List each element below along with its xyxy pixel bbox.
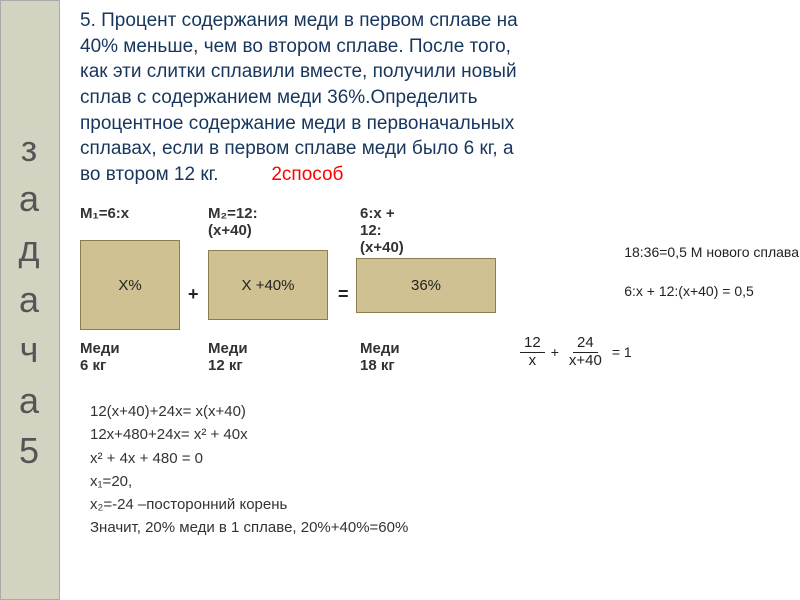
problem-number: 5. [80,10,96,31]
box-2: Х +40% [208,250,328,320]
sol-6: Значит, 20% меди в 1 сплаве, 20%+40%=60% [90,516,408,539]
problem-l4: сплав с содержанием меди 36%.Определить [80,87,478,108]
side-line2: 6:х + 12:(х+40) = 0,5 [624,279,799,304]
sidebar-label: задача5 [18,124,41,477]
solution-block: 12(х+40)+24х= х(х+40) 12х+480+24х= х² + … [90,400,408,540]
label-3: Меди 18 кг [360,340,400,374]
boxes-row: Х% + Х +40% = 36% [80,240,496,330]
sol-3: х² + 4х + 480 = 0 [90,447,408,470]
problem-l6: сплавах, если в первом сплаве меди было … [80,138,514,159]
frac-eq: = 1 [612,344,632,360]
problem-l1: Процент содержания меди в первом сплаве … [101,10,518,31]
fraction-equation: 12 x + 24 x+40 = 1 [520,335,632,369]
sol-1: 12(х+40)+24х= х(х+40) [90,400,408,423]
problem-l5: процентное содержание меди в первоначаль… [80,113,514,134]
sidebar: задача5 [0,0,60,600]
label-1: Меди 6 кг [80,340,120,374]
box-1: Х% [80,240,180,330]
problem-l2: 40% меньше, чем во втором сплаве. После … [80,36,511,57]
problem-text: 5. Процент содержания меди в первом спла… [60,0,800,187]
problem-l3: как эти слитки сплавили вместе, получили… [80,61,517,82]
plus-sign: + [188,284,199,305]
side-line1: 18:36=0,5 М нового сплава [624,240,799,265]
sol-4: х₁=20, [90,470,408,493]
sol-2: 12х+480+24х= х² + 40х [90,423,408,446]
problem-l7: во втором 12 кг. [80,164,219,185]
sol-5: х₂=-24 –посторонний корень [90,493,408,516]
box-3: 36% [356,258,496,313]
label-2: Меди 12 кг [208,340,248,374]
fraction-1: 12 x [520,335,545,369]
method-label: 2способ [271,164,343,185]
fraction-2: 24 x+40 [565,335,606,369]
frac-plus: + [551,344,559,360]
side-calculations: 18:36=0,5 М нового сплава 6:х + 12:(х+40… [624,240,799,304]
equals-sign: = [338,284,349,305]
formula-m2: М₂=12:(х+40) [208,205,258,239]
formula-m1: М₁=6:х [80,205,129,222]
content-area: 5. Процент содержания меди в первом спла… [60,0,800,600]
